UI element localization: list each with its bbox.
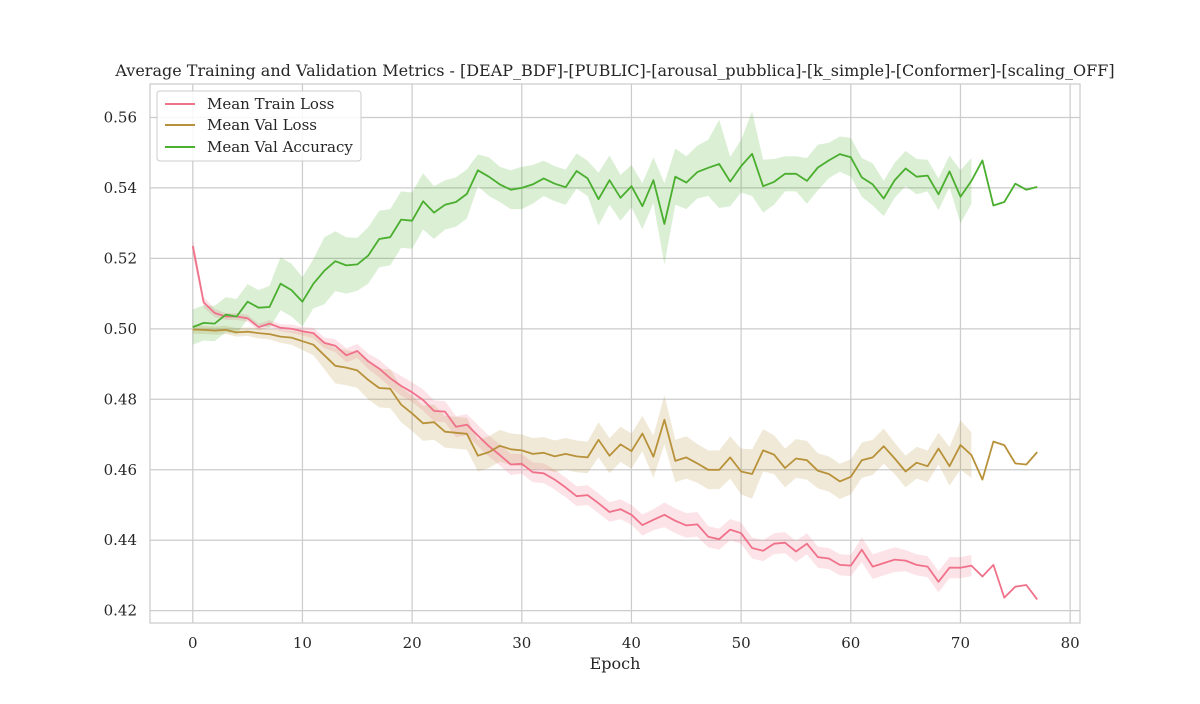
confidence-bands — [192, 111, 972, 593]
x-tick-label: 30 — [512, 634, 531, 652]
legend-label-val-accuracy: Mean Val Accuracy — [207, 138, 353, 156]
series-lines — [191, 152, 1038, 600]
x-tick-label: 40 — [622, 634, 641, 652]
mean-train-loss-line — [191, 245, 1038, 600]
y-tick-label: 0.52 — [104, 249, 137, 267]
x-tick-label: 60 — [841, 634, 860, 652]
y-tick-label: 0.46 — [104, 461, 137, 479]
y-tick-label: 0.42 — [104, 602, 137, 620]
chart-title: Average Training and Validation Metrics … — [114, 61, 1114, 80]
y-tick-label: 0.56 — [104, 108, 137, 126]
y-tick-label: 0.48 — [104, 390, 137, 408]
mean-train-loss-band — [192, 237, 972, 593]
x-tick-label: 0 — [188, 634, 198, 652]
legend: Mean Train Loss Mean Val Loss Mean Val A… — [156, 90, 362, 162]
x-tick-label: 10 — [293, 634, 312, 652]
grid-lines — [150, 84, 1080, 623]
plot-area — [150, 84, 1080, 623]
legend-label-train-loss: Mean Train Loss — [207, 95, 334, 113]
mean-val-accuracy-band — [192, 111, 972, 345]
mean-val-accuracy-line — [192, 152, 1038, 328]
legend-box — [156, 90, 362, 162]
x-tick-labels: 0 10 20 30 40 50 60 70 80 — [188, 634, 1080, 652]
y-tick-label: 0.44 — [104, 531, 137, 549]
mean-val-loss-band — [192, 325, 972, 499]
y-tick-label: 0.50 — [104, 320, 137, 338]
y-tick-label: 0.54 — [104, 179, 137, 197]
x-axis-label: Epoch — [590, 654, 641, 673]
legend-label-val-loss: Mean Val Loss — [207, 116, 317, 134]
mean-val-loss-line — [192, 328, 1038, 483]
x-tick-label: 80 — [1061, 634, 1080, 652]
x-tick-label: 70 — [951, 634, 970, 652]
x-tick-label: 50 — [732, 634, 751, 652]
plot-frame — [149, 83, 1081, 624]
y-tick-labels: 0.42 0.44 0.46 0.48 0.50 0.52 0.54 0.56 — [104, 108, 137, 619]
x-tick-label: 20 — [403, 634, 422, 652]
